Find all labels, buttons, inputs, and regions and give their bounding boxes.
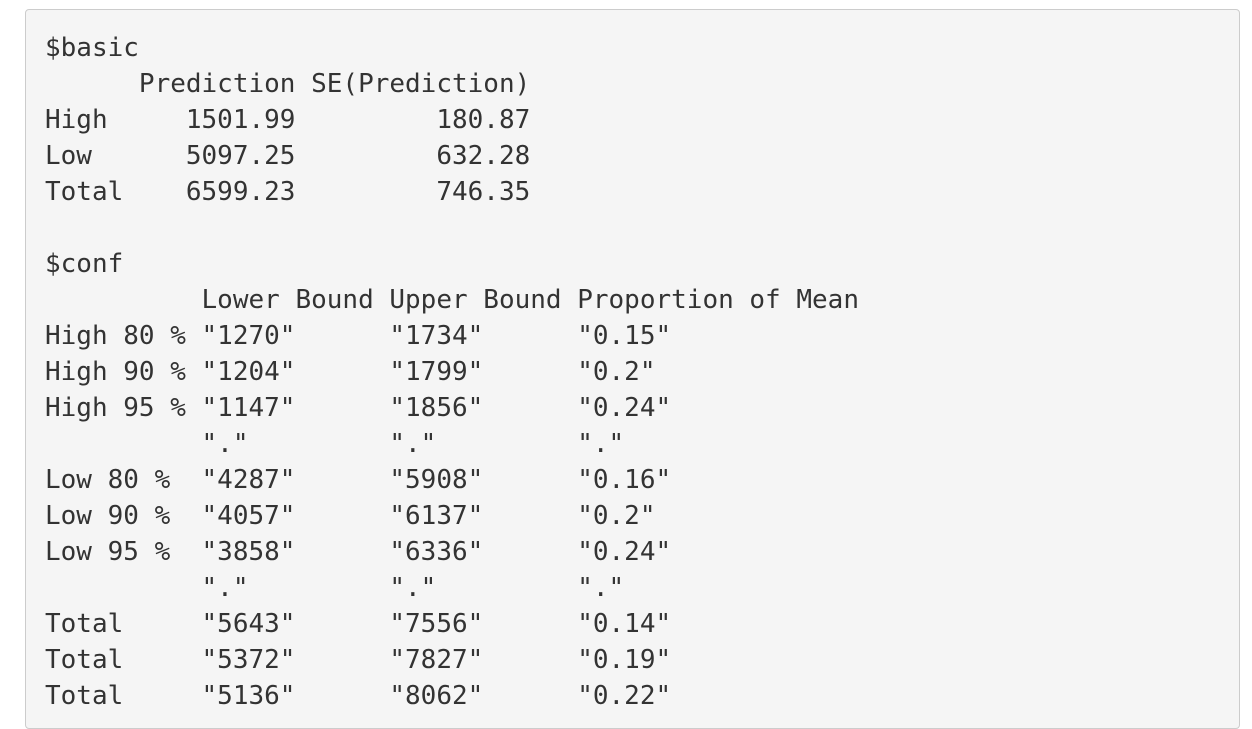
output-line-conf-header: $conf bbox=[45, 249, 124, 279]
r-output-code-block: $basic Prediction SE(Prediction) High 150… bbox=[25, 9, 1240, 729]
output-line-separator: "." "." "." bbox=[45, 573, 625, 603]
output-line-basic-low: Low 5097.25 632.28 bbox=[45, 141, 531, 171]
output-line-high-95: High 95 % "1147" "1856" "0.24" bbox=[45, 393, 672, 423]
output-line-basic-header: $basic bbox=[45, 33, 139, 63]
output-line-basic-high: High 1501.99 180.87 bbox=[45, 105, 531, 135]
output-line-total-80: Total "5643" "7556" "0.14" bbox=[45, 609, 672, 639]
r-console-output: $basic Prediction SE(Prediction) High 150… bbox=[45, 30, 859, 714]
output-line-blank bbox=[45, 210, 859, 246]
output-line-separator: "." "." "." bbox=[45, 429, 625, 459]
output-line-basic-columns: Prediction SE(Prediction) bbox=[45, 69, 531, 99]
output-line-total-95: Total "5136" "8062" "0.22" bbox=[45, 681, 672, 711]
output-line-basic-total: Total 6599.23 746.35 bbox=[45, 177, 531, 207]
output-line-low-80: Low 80 % "4287" "5908" "0.16" bbox=[45, 465, 672, 495]
output-line-total-90: Total "5372" "7827" "0.19" bbox=[45, 645, 672, 675]
output-line-low-90: Low 90 % "4057" "6137" "0.2" bbox=[45, 501, 656, 531]
output-line-conf-columns: Lower Bound Upper Bound Proportion of Me… bbox=[45, 285, 859, 315]
output-line-low-95: Low 95 % "3858" "6336" "0.24" bbox=[45, 537, 672, 567]
output-line-high-80: High 80 % "1270" "1734" "0.15" bbox=[45, 321, 672, 351]
output-line-high-90: High 90 % "1204" "1799" "0.2" bbox=[45, 357, 656, 387]
